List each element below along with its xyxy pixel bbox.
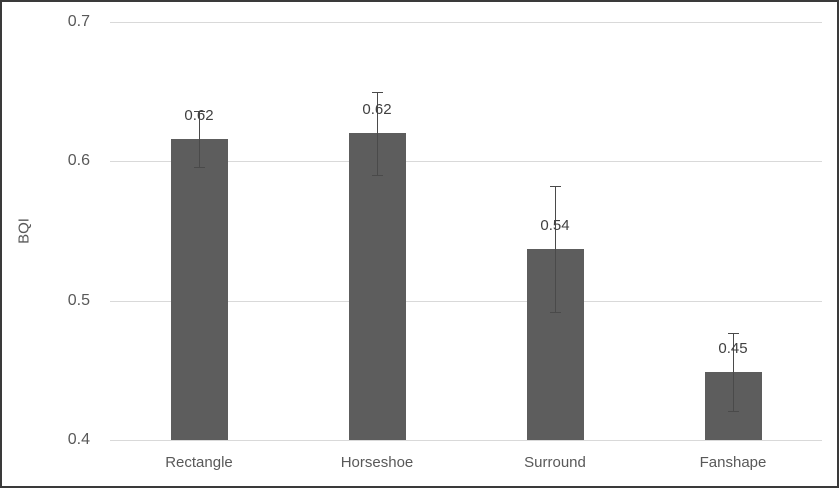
error-bar-cap-top [371, 91, 383, 93]
error-bar-cap-bottom [371, 175, 383, 177]
y-axis-title-text: BQI [15, 218, 33, 244]
value-label: 0.45 [718, 339, 748, 357]
y-tick-label: 0.6 [67, 152, 90, 170]
error-bar-line [732, 332, 734, 411]
error-bar-cap-bottom [549, 311, 561, 313]
error-bar-cap-top [193, 111, 205, 113]
y-tick-label: 0.7 [67, 13, 90, 30]
error-bar-cap-bottom [727, 410, 739, 412]
error-bar-cap-top [549, 186, 561, 188]
bar [348, 133, 406, 440]
error-bar-line [376, 91, 378, 176]
category-label: Fanshape [699, 454, 767, 471]
y-tick-label: 0.5 [67, 291, 90, 309]
value-label: 0.62 [184, 107, 214, 125]
value-label: 0.62 [362, 101, 392, 119]
gridline [110, 161, 822, 163]
bar [170, 139, 228, 440]
y-tick-label: 0.4 [67, 431, 90, 448]
value-label: 0.54 [540, 217, 570, 235]
error-bar-line [198, 111, 200, 167]
gridline [110, 440, 822, 441]
category-label: Surround [524, 454, 586, 471]
category-label: Horseshoe [340, 454, 414, 471]
gridline [110, 300, 822, 302]
error-bar-cap-bottom [193, 166, 205, 168]
gridline [110, 22, 822, 23]
error-bar-line [554, 186, 556, 312]
category-label: Rectangle [165, 454, 233, 471]
error-bar-cap-top [727, 332, 739, 334]
